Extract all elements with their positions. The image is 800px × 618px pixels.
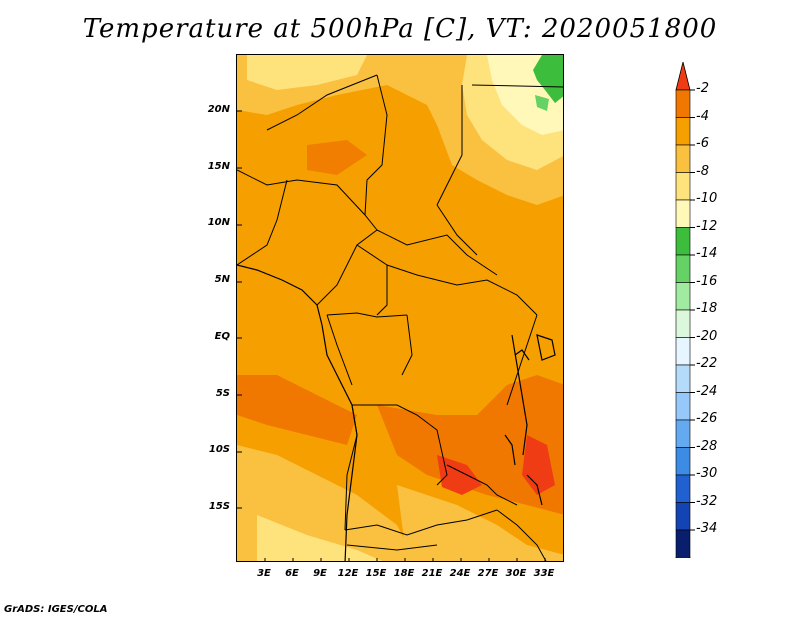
coastlines: [237, 264, 556, 561]
colorbar-swatches: [675, 61, 695, 586]
colorbar-label: -30: [696, 466, 718, 481]
colorbar-swatch: [675, 117, 691, 146]
colorbar-label: -6: [696, 136, 709, 151]
colorbar-label: -2: [696, 81, 709, 96]
colorbar-swatch: [675, 254, 691, 283]
colorbar-swatch: [675, 364, 691, 393]
field-pale-north: [247, 55, 367, 90]
lon-tick-label: 6E: [285, 568, 299, 579]
colorbar-label: -16: [696, 273, 718, 289]
colorbar-swatch: [675, 529, 691, 558]
colorbar-label: -20: [696, 328, 718, 344]
colorbar: [674, 61, 698, 586]
colorbar-bottom-arrow: [675, 557, 691, 586]
field-dark-west: [237, 375, 357, 445]
lon-tick-label: 27E: [477, 568, 499, 579]
field-dark-south: [377, 375, 563, 515]
colorbar-label: -14: [696, 246, 718, 261]
lon-tick-label: 18E: [393, 568, 415, 579]
lon-tick-label: 30E: [505, 568, 527, 579]
colorbar-label: -8: [696, 163, 709, 179]
colorbar-label: -18: [696, 301, 718, 316]
colorbar-label: -12: [696, 218, 718, 234]
colorbar-label: -24: [696, 383, 718, 399]
colorbar-swatch: [675, 337, 691, 366]
lat-tick-label: 5S: [215, 387, 230, 399]
colorbar-swatch: [675, 502, 691, 531]
colorbar-label: -34: [696, 521, 718, 536]
credit-text: GrADS: IGES/COLA: [4, 604, 108, 615]
colorbar-label: -28: [696, 438, 718, 454]
temperature-map: [237, 55, 563, 561]
colorbar-label: -32: [696, 493, 718, 509]
colorbar-swatch: [675, 199, 691, 228]
colorbar-label: -26: [696, 411, 718, 426]
colorbar-swatch: [675, 89, 691, 118]
colorbar-swatch: [675, 144, 691, 173]
colorbar-swatch: [675, 282, 691, 311]
colorbar-swatch: [675, 172, 691, 201]
lat-tick-label: 10S: [208, 444, 230, 456]
colorbar-swatch: [675, 474, 691, 503]
colorbar-top-arrow: [675, 61, 691, 91]
lat-tick-label: EQ: [214, 330, 230, 342]
field-dark-center: [307, 140, 367, 175]
field-light-se: [397, 485, 563, 561]
axis-ticks: [237, 110, 546, 561]
lon-tick-label: 21E: [421, 568, 443, 579]
lon-tick-label: 12E: [337, 568, 359, 579]
colorbar-swatch: [675, 309, 691, 338]
field-green-ne: [533, 55, 563, 103]
map-panel: [236, 54, 564, 562]
colorbar-label: -10: [696, 191, 718, 206]
lon-tick-label: 3E: [257, 568, 271, 579]
colorbar-swatch: [675, 447, 691, 476]
lon-tick-label: 9E: [313, 568, 327, 579]
field-red-south: [437, 455, 482, 495]
lat-tick-label: 15S: [208, 500, 230, 512]
lat-tick-label: 10N: [207, 217, 230, 229]
lon-tick-label: 15E: [365, 568, 387, 579]
colorbar-label: -22: [696, 356, 718, 371]
lon-tick-label: 33E: [533, 568, 555, 579]
field-lightgreen-ne: [535, 95, 549, 111]
colorbar-swatch: [675, 419, 691, 448]
lat-tick-label: 20N: [207, 104, 230, 115]
colorbar-swatch: [675, 392, 691, 421]
field-pale-sw: [257, 515, 383, 561]
lat-tick-label: 15N: [207, 160, 230, 172]
map-title: Temperature at 500hPa [C], VT: 202005180…: [82, 14, 718, 44]
lat-tick-label: 5N: [214, 274, 230, 286]
lon-tick-label: 24E: [449, 568, 471, 579]
colorbar-swatch: [675, 227, 691, 256]
field-red-east: [522, 435, 555, 495]
colorbar-label: -4: [696, 108, 709, 124]
